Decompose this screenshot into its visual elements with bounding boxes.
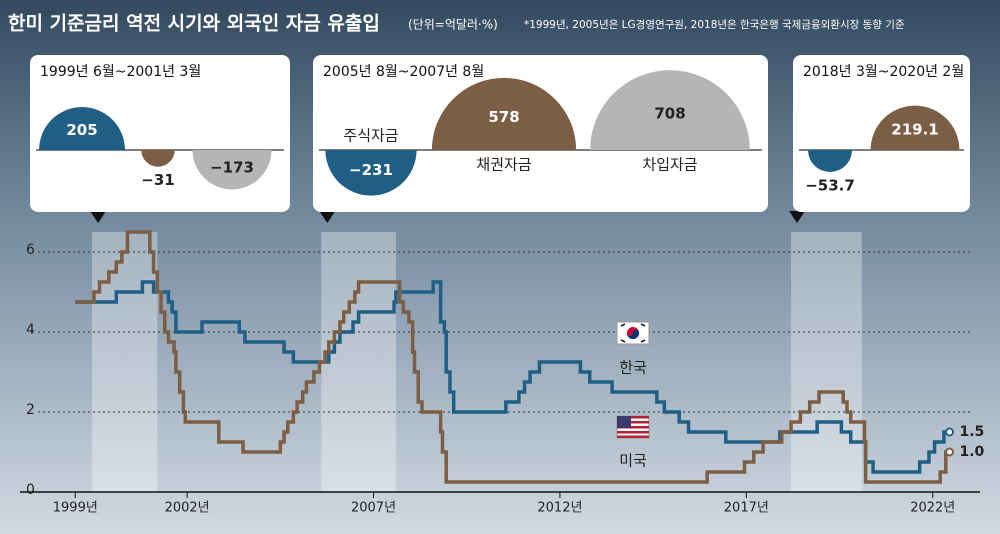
legend-label: 한국 — [619, 359, 647, 377]
source-note: *1999년, 2005년은 LG경영연구원, 2018년은 한국은행 국제금융… — [524, 18, 905, 31]
value-label: 205 — [66, 121, 97, 139]
callout-pointer — [319, 211, 336, 223]
period-shade — [791, 232, 862, 492]
panel-title: 1999년 6월~2001년 3월 — [40, 64, 201, 80]
legend-label: 미국 — [619, 452, 647, 470]
value-label: −231 — [349, 161, 393, 179]
flow-semicircle — [870, 105, 960, 150]
rate-line — [75, 280, 950, 474]
period-shade — [92, 232, 158, 492]
flow-semicircle — [325, 150, 417, 196]
y-tick-label: 4 — [26, 322, 35, 338]
flow-semicircle — [39, 107, 125, 150]
flow-semicircle — [431, 77, 577, 150]
period-shade — [321, 232, 396, 492]
value-label: −53.7 — [805, 176, 855, 194]
us-flag — [616, 415, 650, 439]
flow-semicircle — [141, 150, 175, 167]
value-label: 219.1 — [891, 121, 938, 139]
grid: 0 2 4 6 1999년 2002년 2007년 2012년 2017년 2022년 — [20, 242, 980, 516]
chart-title: 한미 기준금리 역전 시기와 외국인 자금 유출입 — [8, 13, 380, 35]
flow-name: 차입자금 — [642, 156, 697, 174]
value-label: 708 — [654, 105, 685, 123]
flow-semicircle — [590, 70, 750, 150]
end-label: 1.0 — [959, 444, 984, 460]
panel-title: 2005년 8월~2007년 8월 — [323, 64, 484, 80]
x-tick-label: 1999년 — [53, 501, 98, 516]
lines: 1.5 한국 1.0 미국 — [75, 230, 985, 484]
end-dot — [944, 447, 954, 457]
flow-name: 주식자금 — [343, 127, 398, 145]
y-tick-label: 0 — [26, 482, 35, 498]
flow-semicircle — [808, 150, 852, 172]
callout-pointer — [90, 211, 107, 223]
x-tick-label: 2007년 — [351, 501, 396, 516]
x-tick-label: 2012년 — [537, 501, 582, 516]
shaded-periods — [92, 232, 862, 492]
korea-flag — [616, 321, 650, 345]
end-dot — [944, 427, 954, 437]
rate-line — [75, 230, 950, 484]
x-tick-label: 2022년 — [910, 501, 955, 516]
end-label: 1.5 — [959, 424, 984, 440]
x-tick-label: 2002년 — [165, 501, 210, 516]
y-tick-label: 6 — [26, 242, 35, 258]
callout-pointer — [789, 211, 806, 223]
panels: 1999년 6월~2001년 3월 205 −31 −173 2005년 8월~2007… — [30, 55, 970, 223]
value-label: −173 — [210, 158, 254, 176]
x-tick-label: 2017년 — [724, 501, 769, 516]
flow-semicircle — [192, 150, 272, 190]
value-label: 578 — [488, 108, 519, 126]
y-tick-label: 2 — [26, 402, 35, 418]
value-label: −31 — [141, 171, 174, 189]
panel-title: 2018년 3월~2020년 2월 — [803, 64, 964, 80]
flow-name: 채권자금 — [476, 156, 531, 174]
unit-note: (단위=억달러·%) — [408, 18, 498, 32]
